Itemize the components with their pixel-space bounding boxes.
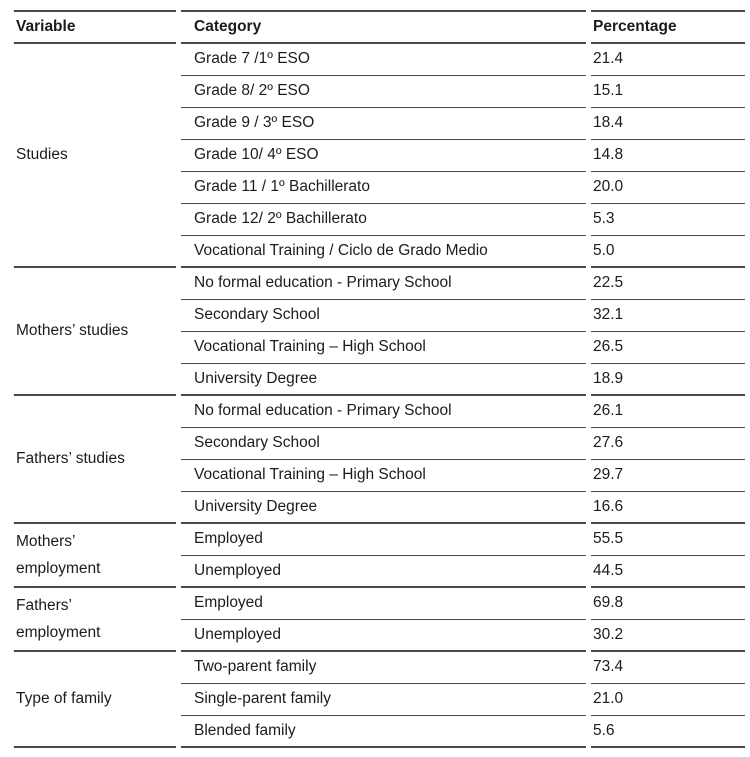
table-body: Studies Grade 7 /1º ESO 21.4 Grade 8/ 2º… (14, 44, 745, 748)
variable-cell-fathers-employment: Fathers’ employment (14, 588, 176, 652)
table-row: Grade 10/ 4º ESO 14.8 (14, 140, 745, 172)
table-row: University Degree 16.6 (14, 492, 745, 524)
percentage-cell: 32.1 (591, 300, 745, 332)
percentage-cell: 16.6 (591, 492, 745, 524)
category-cell: Grade 12/ 2º Bachillerato (181, 204, 586, 236)
category-cell: Grade 9 / 3º ESO (181, 108, 586, 140)
percentage-cell: 21.4 (591, 44, 745, 76)
percentage-cell: 18.9 (591, 364, 745, 396)
category-cell: Two-parent family (181, 652, 586, 684)
table-row: Blended family 5.6 (14, 716, 745, 748)
column-header-category: Category (181, 10, 586, 44)
column-header-percentage: Percentage (591, 10, 745, 44)
table-row: Type of family Two-parent family 73.4 (14, 652, 745, 748)
percentage-cell: 26.5 (591, 332, 745, 364)
table-row: Unemployed 44.5 (14, 556, 745, 588)
percentage-cell: 22.5 (591, 268, 745, 300)
category-cell: Grade 11 / 1º Bachillerato (181, 172, 586, 204)
table-row: Single-parent family 21.0 (14, 684, 745, 716)
category-cell: Unemployed (181, 556, 586, 588)
category-cell: No formal education - Primary School (181, 396, 586, 428)
category-cell: Grade 7 /1º ESO (181, 44, 586, 76)
table-row: Grade 12/ 2º Bachillerato 5.3 (14, 204, 745, 236)
category-cell: Employed (181, 524, 586, 556)
table-row: Unemployed 30.2 (14, 620, 745, 652)
table-row: Mothers’ studies No formal education - P… (14, 268, 745, 396)
category-cell: Unemployed (181, 620, 586, 652)
table-row: Fathers’ studies No formal education - P… (14, 396, 745, 524)
category-cell: University Degree (181, 492, 586, 524)
table-row: Vocational Training – High School 26.5 (14, 332, 745, 364)
category-cell: Secondary School (181, 300, 586, 332)
table-row: Mothers’ employment Employed 55.5 (14, 524, 745, 588)
table-row: Secondary School 32.1 (14, 300, 745, 332)
category-cell: Employed (181, 588, 586, 620)
variable-cell-mothers-employment: Mothers’ employment (14, 524, 176, 588)
percentage-cell: 29.7 (591, 460, 745, 492)
table-row: Studies Grade 7 /1º ESO 21.4 (14, 44, 745, 268)
percentage-cell: 21.0 (591, 684, 745, 716)
table-row: Grade 8/ 2º ESO 15.1 (14, 76, 745, 108)
variable-cell-mothers-studies: Mothers’ studies (14, 268, 176, 396)
percentage-cell: 55.5 (591, 524, 745, 556)
category-cell: Vocational Training / Ciclo de Grado Med… (181, 236, 586, 268)
category-cell: Vocational Training – High School (181, 332, 586, 364)
variable-cell-fathers-studies: Fathers’ studies (14, 396, 176, 524)
category-cell: Single-parent family (181, 684, 586, 716)
percentage-cell: 44.5 (591, 556, 745, 588)
table-row: Vocational Training – High School 29.7 (14, 460, 745, 492)
category-cell: Grade 10/ 4º ESO (181, 140, 586, 172)
percentage-cell: 20.0 (591, 172, 745, 204)
category-cell: Secondary School (181, 428, 586, 460)
table-row: Vocational Training / Ciclo de Grado Med… (14, 236, 745, 268)
variable-cell-type-of-family: Type of family (14, 652, 176, 748)
category-cell: University Degree (181, 364, 586, 396)
demographics-table: Variable Category Percentage Studies Gra… (9, 10, 750, 748)
table-row: Grade 11 / 1º Bachillerato 20.0 (14, 172, 745, 204)
percentage-cell: 73.4 (591, 652, 745, 684)
table-row: Grade 9 / 3º ESO 18.4 (14, 108, 745, 140)
header-row: Variable Category Percentage (14, 10, 745, 44)
table-row: Fathers’ employment Employed 69.8 (14, 588, 745, 652)
percentage-cell: 26.1 (591, 396, 745, 428)
table-row: University Degree 18.9 (14, 364, 745, 396)
percentage-cell: 5.3 (591, 204, 745, 236)
column-header-variable: Variable (14, 10, 176, 44)
percentage-cell: 5.0 (591, 236, 745, 268)
percentage-cell: 18.4 (591, 108, 745, 140)
variable-cell-studies: Studies (14, 44, 176, 268)
percentage-cell: 14.8 (591, 140, 745, 172)
percentage-cell: 69.8 (591, 588, 745, 620)
table-row: Secondary School 27.6 (14, 428, 745, 460)
percentage-cell: 27.6 (591, 428, 745, 460)
category-cell: Vocational Training – High School (181, 460, 586, 492)
category-cell: Blended family (181, 716, 586, 748)
category-cell: Grade 8/ 2º ESO (181, 76, 586, 108)
percentage-cell: 30.2 (591, 620, 745, 652)
percentage-cell: 15.1 (591, 76, 745, 108)
table-header: Variable Category Percentage (14, 10, 745, 44)
percentage-cell: 5.6 (591, 716, 745, 748)
category-cell: No formal education - Primary School (181, 268, 586, 300)
